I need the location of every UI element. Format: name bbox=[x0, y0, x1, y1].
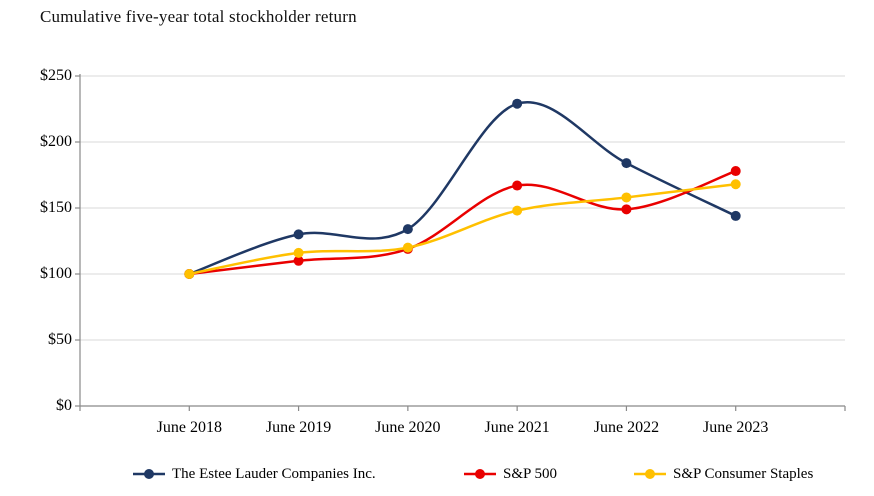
y-axis-tick-label: $200 bbox=[40, 133, 72, 150]
legend-marker-icon bbox=[133, 469, 165, 479]
x-axis-category-label: June 2019 bbox=[265, 419, 332, 436]
data-point-the-estee-lauder-companies-inc bbox=[512, 98, 523, 109]
series-line-s-p-consumer-staples bbox=[188, 182, 737, 276]
data-point-s-p-consumer-staples bbox=[621, 192, 632, 203]
data-point-s-p-consumer-staples bbox=[402, 242, 413, 253]
data-point-s-p-500 bbox=[621, 204, 632, 215]
data-point-s-p-consumer-staples bbox=[184, 269, 195, 279]
legend-marker-icon bbox=[464, 469, 496, 479]
y-axis-tick-label: $50 bbox=[48, 331, 72, 348]
legend-item-the-estee-lauder-companies-inc: The Estee Lauder Companies Inc. bbox=[132, 462, 376, 486]
x-axis-category-label: June 2022 bbox=[593, 419, 660, 436]
data-point-s-p-consumer-staples bbox=[293, 247, 304, 258]
data-point-the-estee-lauder-companies-inc bbox=[293, 229, 304, 240]
legend-label: S&P Consumer Staples bbox=[673, 465, 814, 482]
y-axis-tick-label: $250 bbox=[40, 67, 72, 84]
data-point-s-p-consumer-staples bbox=[512, 205, 523, 216]
x-axis-category-label: June 2021 bbox=[484, 419, 550, 436]
series-line-the-estee-lauder-companies-inc bbox=[188, 100, 737, 276]
chart-legend: The Estee Lauder Companies Inc. S&P 500 S&… bbox=[0, 462, 874, 486]
data-point-s-p-consumer-staples bbox=[730, 179, 741, 190]
y-axis-tick-label: $0 bbox=[56, 397, 72, 414]
data-point-the-estee-lauder-companies-inc bbox=[402, 224, 413, 235]
data-point-the-estee-lauder-companies-inc bbox=[621, 158, 632, 169]
series-line-s-p-500 bbox=[188, 169, 737, 276]
x-axis-category-label: June 2018 bbox=[156, 419, 222, 436]
data-point-s-p-500 bbox=[730, 166, 741, 177]
data-point-s-p-500 bbox=[293, 255, 304, 266]
y-axis-tick-label: $150 bbox=[40, 199, 72, 216]
x-axis-category-label: June 2020 bbox=[375, 419, 441, 436]
legend-item-s-p-500: S&P 500 bbox=[463, 462, 557, 486]
x-axis-category-label: June 2023 bbox=[703, 419, 769, 436]
legend-label: The Estee Lauder Companies Inc. bbox=[172, 465, 376, 482]
data-point-the-estee-lauder-companies-inc bbox=[730, 210, 741, 221]
legend-label: S&P 500 bbox=[503, 465, 558, 482]
chart-title: Cumulative five-year total stockholder r… bbox=[40, 7, 357, 26]
legend-item-s-p-consumer-staples: S&P Consumer Staples bbox=[633, 462, 813, 486]
y-axis-tick-label: $100 bbox=[40, 265, 72, 282]
legend-marker-icon bbox=[634, 469, 666, 479]
data-point-s-p-500 bbox=[512, 180, 523, 191]
